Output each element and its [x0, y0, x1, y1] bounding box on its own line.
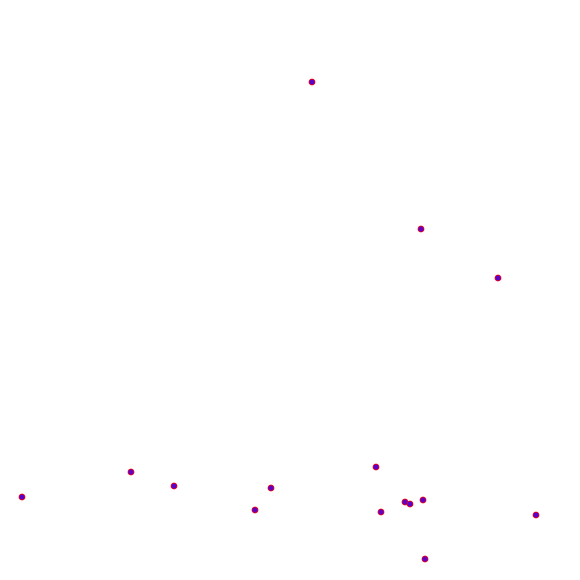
data-point	[372, 463, 380, 471]
data-point	[532, 511, 540, 519]
data-point	[18, 493, 26, 501]
data-point	[127, 468, 135, 476]
data-point	[308, 78, 316, 86]
data-point	[406, 500, 414, 508]
data-point	[267, 484, 275, 492]
data-point	[417, 225, 425, 233]
data-point	[377, 508, 385, 516]
data-point	[494, 274, 502, 282]
data-point	[170, 482, 178, 490]
points-layer	[18, 78, 540, 563]
data-point	[251, 506, 259, 514]
data-point	[419, 496, 427, 504]
data-point	[421, 555, 429, 563]
